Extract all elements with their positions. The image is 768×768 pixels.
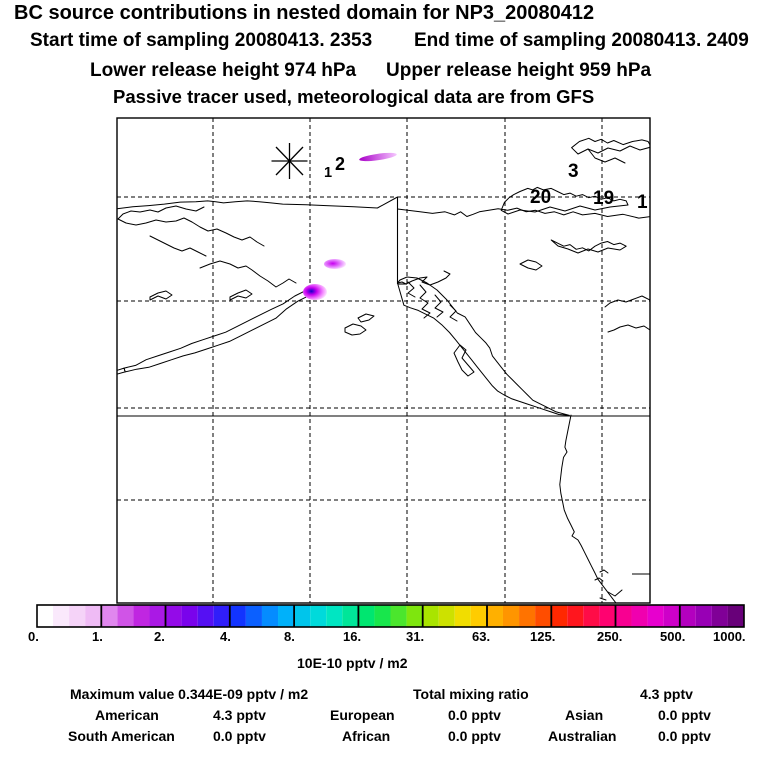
svg-text:20: 20 [530,187,551,208]
svg-text:2: 2 [335,154,345,174]
svg-text:3: 3 [568,161,579,182]
svg-text:19: 19 [593,188,614,209]
svg-text:1: 1 [324,165,332,181]
svg-text:1: 1 [637,192,648,213]
